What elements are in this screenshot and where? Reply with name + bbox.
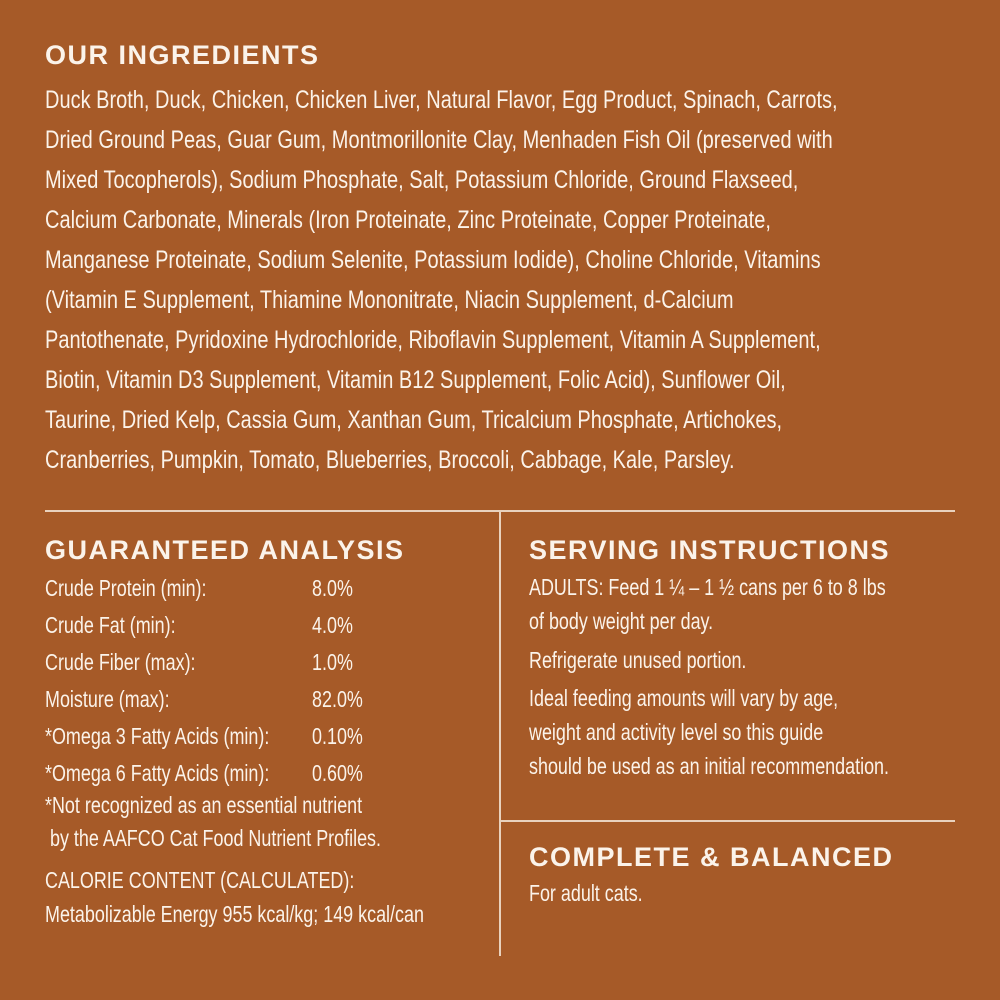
serving-line: ADULTS: Feed 1 ¼ – 1 ½ cans per 6 to 8 l… — [529, 574, 886, 600]
analysis-title: GUARANTEED ANALYSIS — [45, 535, 405, 565]
analysis-label: *Omega 6 Fatty Acids (min): — [45, 760, 270, 786]
right-divider — [500, 820, 955, 822]
analysis-label: Crude Fat (min): — [45, 612, 176, 638]
ingredients-line: Duck Broth, Duck, Chicken, Chicken Liver… — [45, 86, 838, 114]
analysis-value: 1.0% — [312, 649, 353, 675]
ingredients-line: Cranberries, Pumpkin, Tomato, Blueberrie… — [45, 446, 735, 474]
vertical-divider — [499, 510, 501, 956]
ingredients-line: Manganese Proteinate, Sodium Selenite, P… — [45, 246, 821, 274]
calorie-value: Metabolizable Energy 955 kcal/kg; 149 kc… — [45, 901, 424, 927]
analysis-value: 0.10% — [312, 723, 363, 749]
serving-line: Ideal feeding amounts will vary by age, — [529, 685, 839, 711]
complete-text: For adult cats. — [529, 880, 643, 906]
analysis-value: 82.0% — [312, 686, 363, 712]
analysis-label: Moisture (max): — [45, 686, 170, 712]
analysis-value: 8.0% — [312, 575, 353, 601]
analysis-note: by the AAFCO Cat Food Nutrient Profiles. — [45, 825, 382, 851]
ingredients-line: Mixed Tocopherols), Sodium Phosphate, Sa… — [45, 166, 799, 194]
ingredients-line: Dried Ground Peas, Guar Gum, Montmorillo… — [45, 126, 833, 154]
analysis-value: 0.60% — [312, 760, 363, 786]
ingredients-line: Taurine, Dried Kelp, Cassia Gum, Xanthan… — [45, 406, 783, 434]
analysis-label: Crude Protein (min): — [45, 575, 207, 601]
analysis-value: 4.0% — [312, 612, 353, 638]
analysis-label: *Omega 3 Fatty Acids (min): — [45, 723, 270, 749]
ingredients-line: Pantothenate, Pyridoxine Hydrochloride, … — [45, 326, 821, 354]
analysis-note: *Not recognized as an essential nutrient — [45, 792, 363, 818]
ingredients-line: Calcium Carbonate, Minerals (Iron Protei… — [45, 206, 771, 234]
serving-line: should be used as an initial recommendat… — [529, 753, 890, 779]
calorie-title: CALORIE CONTENT (CALCULATED): — [45, 867, 355, 893]
complete-title: COMPLETE & BALANCED — [529, 842, 894, 872]
ingredients-title: OUR INGREDIENTS — [45, 40, 320, 70]
serving-title: SERVING INSTRUCTIONS — [529, 535, 891, 565]
serving-line: weight and activity level so this guide — [529, 719, 824, 745]
ingredients-line: (Vitamin E Supplement, Thiamine Mononitr… — [45, 286, 734, 314]
serving-line: Refrigerate unused portion. — [529, 647, 747, 673]
ingredients-line: Biotin, Vitamin D3 Supplement, Vitamin B… — [45, 366, 786, 394]
serving-line: of body weight per day. — [529, 608, 714, 634]
analysis-label: Crude Fiber (max): — [45, 649, 196, 675]
